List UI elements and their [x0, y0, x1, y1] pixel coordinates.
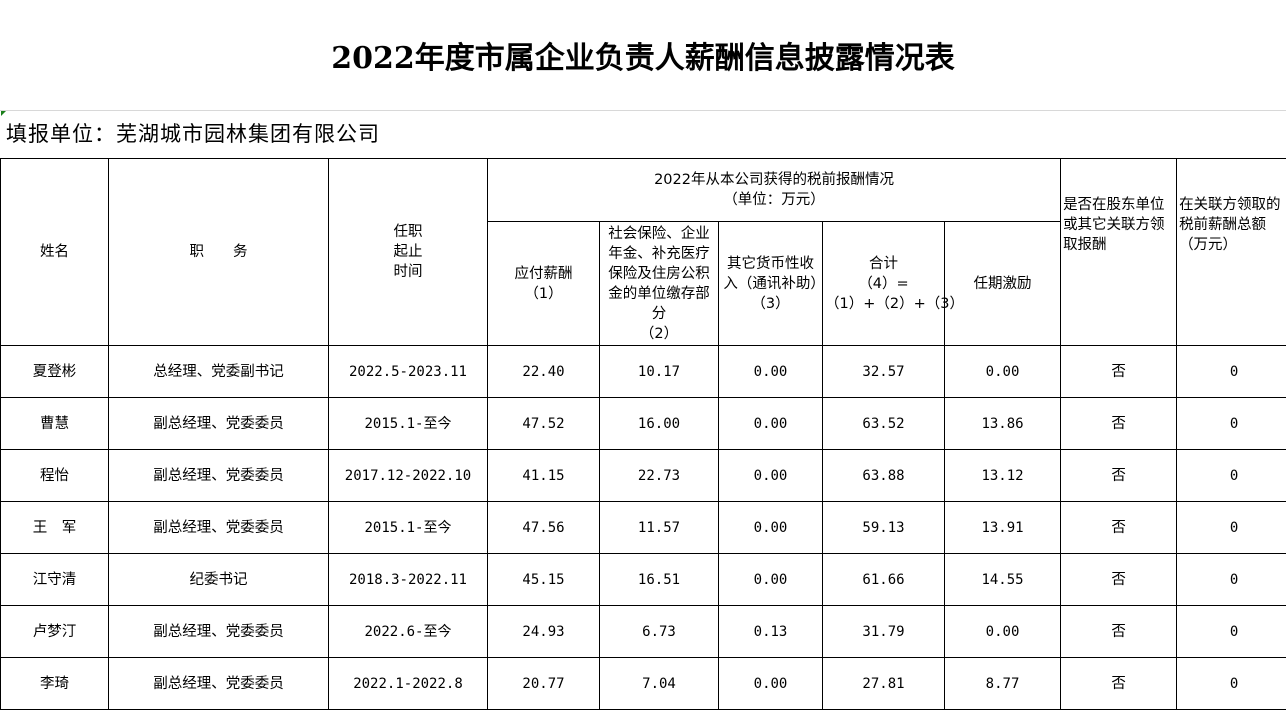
cell-related: 0 — [1176, 553, 1286, 606]
table-row: 程怡 副总经理、党委委员 2017.12-2022.10 41.15 22.73 0.00… — [0, 449, 1286, 502]
cell-position: 纪委书记 — [108, 553, 329, 606]
cell-shareholder: 否 — [1060, 501, 1178, 554]
cell-related: 0 — [1176, 449, 1286, 502]
header-position: 职 务 — [108, 158, 329, 346]
cell-salary: 47.56 — [487, 501, 600, 554]
cell-incentive: 13.12 — [943, 449, 1062, 502]
cell-other: 0.00 — [718, 657, 823, 710]
cell-name: 江守清 — [0, 553, 109, 606]
cell-name: 卢梦汀 — [0, 605, 109, 658]
header-term: 任职 起止 时间 — [328, 158, 488, 346]
cell-position: 副总经理、党委委员 — [108, 605, 329, 658]
cell-salary: 24.93 — [487, 605, 600, 658]
reporting-unit: 填报单位：芜湖城市园林集团有限公司 — [6, 122, 380, 146]
cell-salary: 41.15 — [487, 449, 600, 502]
cell-related: 0 — [1176, 397, 1286, 450]
cell-shareholder: 否 — [1060, 553, 1178, 606]
cell-other: 0.00 — [718, 397, 823, 450]
table-row: 曹慧 副总经理、党委委员 2015.1-至今 47.52 16.00 0.00 63.52 1… — [0, 397, 1286, 450]
header-incentive: 任期激励 — [943, 221, 1062, 346]
header-shareholder-pay: 是否在股东单位或其它关联方领取报酬 — [1060, 158, 1178, 346]
header-salary: 应付薪酬 （1） — [487, 221, 600, 346]
cell-term: 2022.6-至今 — [328, 605, 488, 658]
cell-total: 27.81 — [822, 657, 945, 710]
cell-insurance: 6.73 — [599, 605, 719, 658]
cell-total: 32.57 — [822, 345, 945, 398]
cell-total: 61.66 — [822, 553, 945, 606]
cell-incentive: 14.55 — [943, 553, 1062, 606]
cell-salary: 47.52 — [487, 397, 600, 450]
cell-related: 0 — [1176, 345, 1286, 398]
cell-position: 副总经理、党委委员 — [108, 449, 329, 502]
cell-other: 0.13 — [718, 605, 823, 658]
cell-shareholder: 否 — [1060, 345, 1178, 398]
cell-related: 0 — [1176, 501, 1286, 554]
cell-term: 2022.5-2023.11 — [328, 345, 488, 398]
cell-shareholder: 否 — [1060, 657, 1178, 710]
cell-other: 0.00 — [718, 449, 823, 502]
header-name: 姓名 — [0, 158, 109, 346]
cell-term: 2017.12-2022.10 — [328, 449, 488, 502]
table-row: 江守清 纪委书记 2018.3-2022.11 45.15 16.51 0.00 61.66… — [0, 553, 1286, 606]
cell-position: 副总经理、党委委员 — [108, 397, 329, 450]
cell-name: 曹慧 — [0, 397, 109, 450]
cell-insurance: 16.00 — [599, 397, 719, 450]
cell-total: 31.79 — [822, 605, 945, 658]
cell-incentive: 0.00 — [943, 605, 1062, 658]
cell-insurance: 16.51 — [599, 553, 719, 606]
cell-name: 李琦 — [0, 657, 109, 710]
cell-shareholder: 否 — [1060, 397, 1178, 450]
header-insurance: 社会保险、企业年金、补充医疗保险及住房公积金的单位缴存部分 （2） — [599, 221, 719, 346]
header-related-pay: 在关联方领取的税前薪酬总额（万元） — [1176, 158, 1286, 346]
cell-shareholder: 否 — [1060, 449, 1178, 502]
cell-other: 0.00 — [718, 553, 823, 606]
header-total: 合计 （4）=（1）+（2）+（3） — [822, 221, 964, 346]
cell-position: 总经理、党委副书记 — [108, 345, 329, 398]
cell-other: 0.00 — [718, 501, 823, 554]
header-compensation-group: 2022年从本公司获得的税前报酬情况 （单位：万元） — [486, 158, 1062, 222]
table-row: 李琦 副总经理、党委委员 2022.1-2022.8 20.77 7.04 0.00 27.… — [0, 657, 1286, 710]
cell-insurance: 7.04 — [599, 657, 719, 710]
cell-comment-marker — [1, 111, 6, 116]
cell-total: 63.52 — [822, 397, 945, 450]
cell-other: 0.00 — [718, 345, 823, 398]
cell-name: 夏登彬 — [0, 345, 109, 398]
cell-insurance: 10.17 — [599, 345, 719, 398]
cell-position: 副总经理、党委委员 — [108, 657, 329, 710]
cell-incentive: 8.77 — [943, 657, 1062, 710]
cell-term: 2015.1-至今 — [328, 397, 488, 450]
header-other-income: 其它货币性收入（通讯补助）（3） — [718, 221, 823, 346]
salary-table: 姓名 职 务 任职 起止 时间 2022年从本公司获得的税前报酬情况 （单位：万… — [0, 158, 1286, 710]
cell-term: 2022.1-2022.8 — [328, 657, 488, 710]
table-row: 王 军副总经理、党委委员 2015.1-至今 47.56 11.57 0.00 59.13… — [0, 501, 1286, 554]
cell-term: 2018.3-2022.11 — [328, 553, 488, 606]
cell-total: 59.13 — [822, 501, 945, 554]
cell-insurance: 22.73 — [599, 449, 719, 502]
table-row: 卢梦汀 副总经理、党委委员 2022.6-至今 24.93 6.73 0.13 31.79 0… — [0, 605, 1286, 658]
cell-insurance: 11.57 — [599, 501, 719, 554]
cell-name: 程怡 — [0, 449, 109, 502]
cell-total: 63.88 — [822, 449, 945, 502]
cell-salary: 20.77 — [487, 657, 600, 710]
cell-name: 王 军 — [0, 501, 109, 554]
cell-incentive: 13.86 — [943, 397, 1062, 450]
cell-incentive: 0.00 — [943, 345, 1062, 398]
cell-salary: 22.40 — [487, 345, 600, 398]
cell-salary: 45.15 — [487, 553, 600, 606]
cell-term: 2015.1-至今 — [328, 501, 488, 554]
table-row: 夏登彬 总经理、党委副书记 2022.5-2023.11 22.40 10.17 0.00… — [0, 345, 1286, 398]
cell-incentive: 13.91 — [943, 501, 1062, 554]
cell-related: 0 — [1176, 605, 1286, 658]
cell-shareholder: 否 — [1060, 605, 1178, 658]
cell-related: 0 — [1176, 657, 1286, 710]
page-title: 2022年度市属企业负责人薪酬信息披露情况表 — [0, 0, 1286, 111]
cell-position: 副总经理、党委委员 — [108, 501, 329, 554]
